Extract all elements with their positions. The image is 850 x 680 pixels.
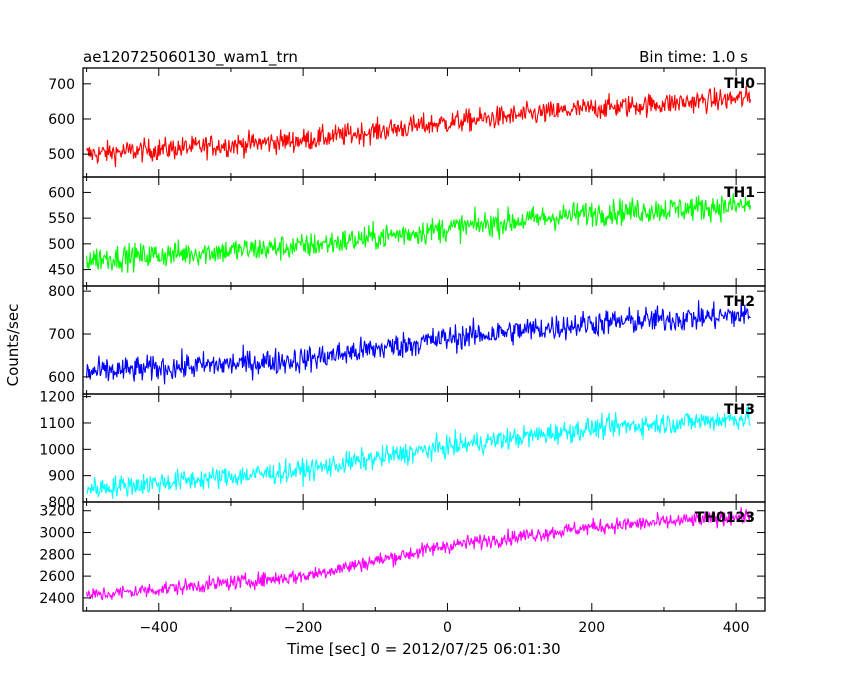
- y-tick-label: 800: [48, 495, 75, 511]
- x-tick-label: 200: [578, 620, 605, 636]
- series-line-th2: [86, 300, 751, 385]
- y-tick-label: 600: [48, 112, 75, 128]
- panel-th1: 450 500 550 600 TH1: [48, 176, 766, 287]
- panel-label: TH1: [724, 185, 755, 201]
- y-tick-label: 2400: [39, 591, 75, 607]
- panel-th0123: 2400 2600 2800 3000 3200 TH0123: [39, 501, 766, 612]
- y-tick-label: 550: [48, 211, 75, 227]
- panel-th2: 600 700 800 TH2: [48, 284, 766, 395]
- y-tick-label: 1200: [39, 390, 75, 406]
- series-line-th0: [86, 85, 752, 168]
- panel-th3: 800 900 1000 1100 1200 TH3: [39, 390, 766, 511]
- y-tick-label: 1000: [39, 442, 75, 458]
- panel-th0: 500 600 700 TH0: [48, 67, 766, 178]
- y-tick-label: 3200: [39, 504, 75, 520]
- panel-label: TH0: [724, 76, 755, 92]
- y-tick-label: 900: [48, 469, 75, 485]
- x-axis-label: Time [sec] 0 = 2012/07/25 06:01:30: [286, 640, 560, 658]
- chart-title: ae120725060130_wam1_trn: [83, 48, 298, 67]
- y-tick-label: 600: [48, 185, 75, 201]
- panel-label: TH3: [724, 402, 755, 418]
- panel-frame: [82, 501, 766, 612]
- x-tick-label: −200: [284, 620, 322, 636]
- x-tick-label: −400: [140, 620, 178, 636]
- y-axis-label: Counts/sec: [4, 304, 22, 387]
- y-tick-label: 500: [48, 237, 75, 253]
- panel-label: TH2: [724, 294, 755, 310]
- x-tick-label: 0: [443, 620, 452, 636]
- y-tick-label: 450: [48, 263, 75, 279]
- y-tick-label: 700: [48, 77, 75, 93]
- y-tick-label: 500: [48, 147, 75, 163]
- y-tick-label: 2600: [39, 569, 75, 585]
- y-tick-label: 600: [48, 370, 75, 386]
- series-line-th3: [86, 405, 752, 499]
- y-tick-label: 2800: [39, 547, 75, 563]
- panel-label: TH0123: [695, 510, 755, 526]
- bin-time-label: Bin time: 1.0 s: [639, 48, 748, 66]
- y-tick-label: 3000: [39, 526, 75, 542]
- x-tick-label: 400: [723, 620, 750, 636]
- series-line-th0123: [86, 507, 751, 601]
- y-tick-label: 800: [48, 284, 75, 300]
- series-line-th1: [86, 193, 752, 273]
- y-tick-label: 700: [48, 327, 75, 343]
- panels-group: 500 600 700 TH0 450 500 550 600 TH1 600 700 800 TH2 8…: [39, 67, 766, 636]
- y-tick-label: 1100: [39, 416, 75, 432]
